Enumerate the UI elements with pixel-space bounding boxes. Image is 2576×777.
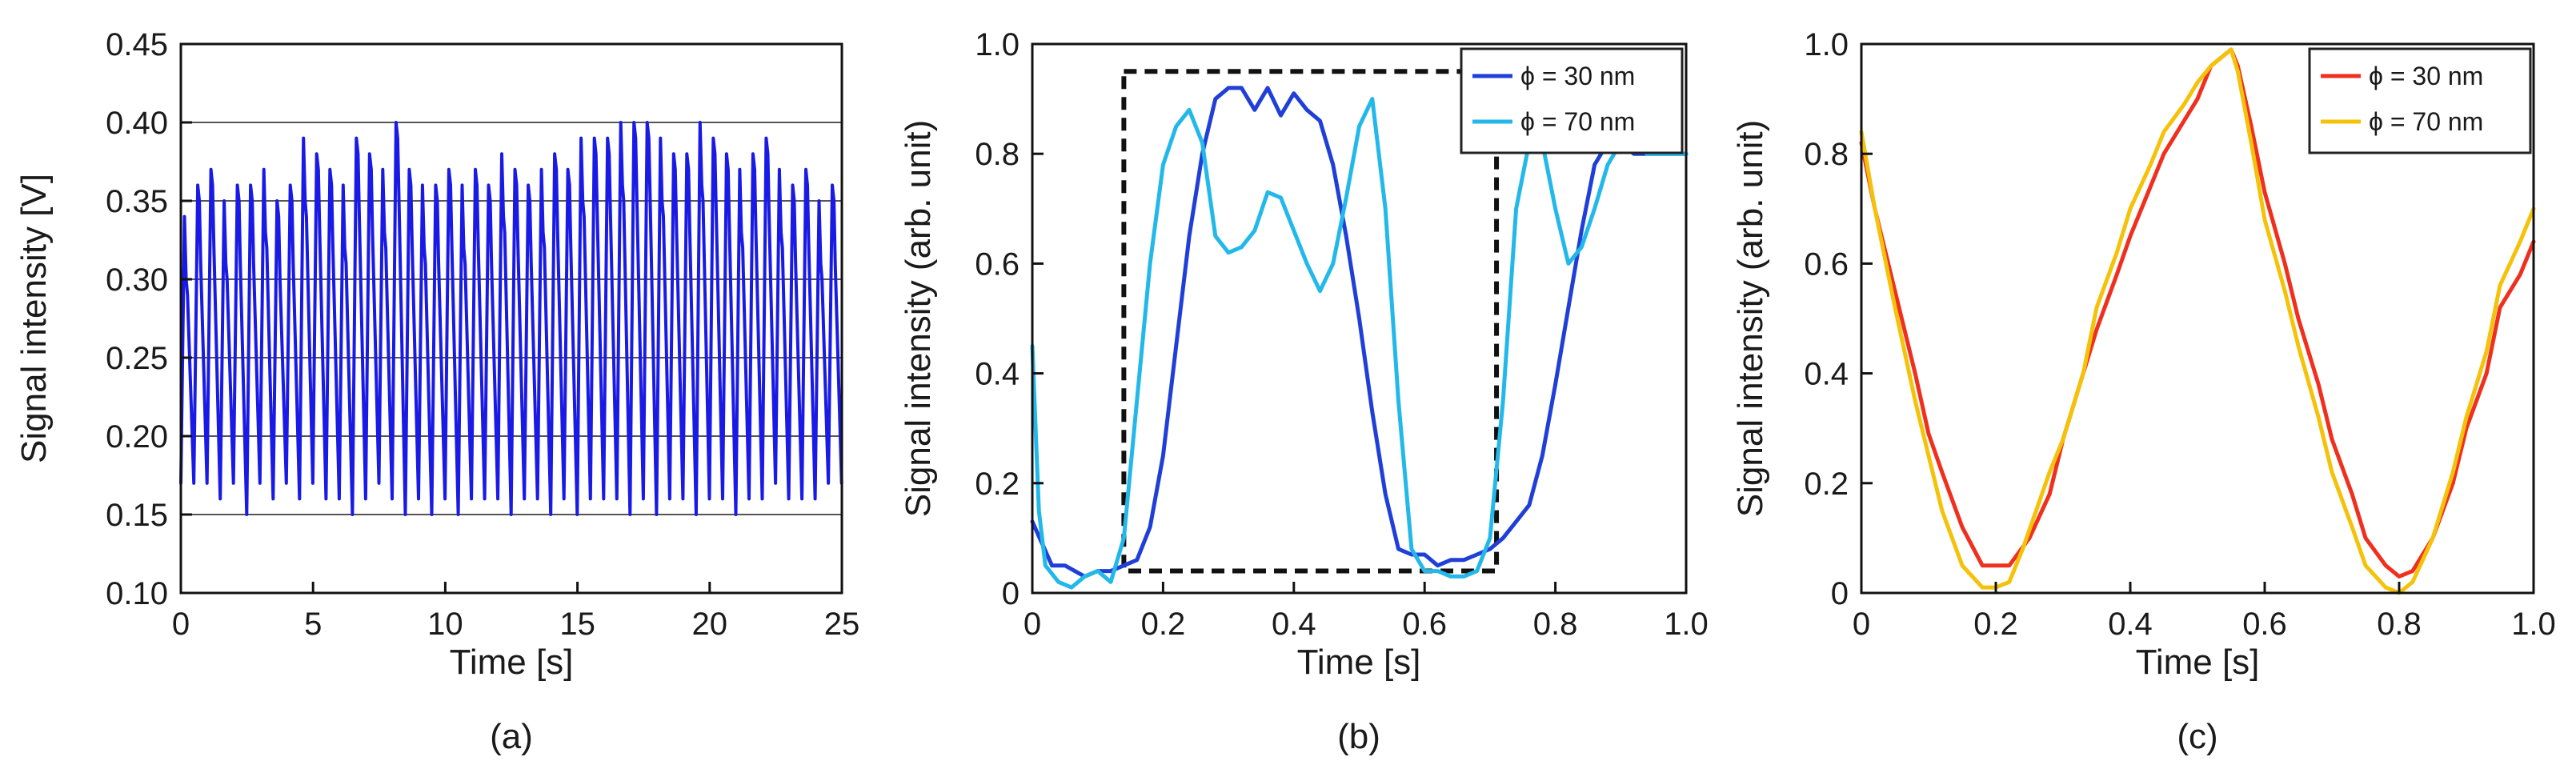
panel-b-y-axis-title: Signal intensity (arb. unit) <box>899 120 938 517</box>
panel-a-y-tick-label: 0.20 <box>106 419 168 455</box>
panel-a-x-tick-label: 10 <box>427 607 463 642</box>
panel-c-legend-label-1: ϕ = 70 nm <box>2369 107 2483 136</box>
panel-c-y-tick-label: 0.2 <box>1804 467 1849 502</box>
panel-c-y-tick-label: 1.0 <box>1804 27 1849 62</box>
panel-a-y-tick-label: 0.10 <box>106 576 168 611</box>
panel-c-x-tick-label: 0.8 <box>2377 607 2422 642</box>
panel-a-x-axis-title: Time [s] <box>450 643 574 682</box>
panel-b-label: (b) <box>1337 717 1380 756</box>
panel-b-legend-label-1: ϕ = 70 nm <box>1520 107 1635 136</box>
panel-b-y-tick-label: 0.8 <box>975 137 1020 172</box>
panel-a-y-axis-title: Signal intensity [V] <box>14 174 54 463</box>
panel-c-x-tick-label: 0.2 <box>1973 607 2018 642</box>
panel-b-y-tick-label: 1.0 <box>975 27 1020 62</box>
panel-c-y-ticks: 0 0.2 0.4 0.6 0.8 1.0 <box>1804 27 1873 611</box>
panel-c-plot-frame <box>1860 42 2535 595</box>
panel-b-x-tick-label: 0.8 <box>1533 607 1578 642</box>
panel-a-y-tick-label: 0.45 <box>106 27 168 62</box>
panel-b-series-line-0 <box>1030 86 1689 579</box>
panel-a-y-tick-label: 0.25 <box>106 341 168 376</box>
panel-b-x-tick-label: 0.2 <box>1141 607 1186 642</box>
panel-a-x-ticks: 0 5 10 15 20 25 <box>172 582 859 642</box>
panel-b-legend: ϕ = 30 nm ϕ = 70 nm <box>1460 47 1684 154</box>
panel-c-y-tick-label: 0.4 <box>1804 357 1849 392</box>
panel-b-y-tick-label: 0.2 <box>975 467 1020 502</box>
panel-a-x-tick-label: 5 <box>304 607 322 642</box>
panel-b-x-axis-title: Time [s] <box>1297 643 1421 682</box>
panel-c-label: (c) <box>2177 717 2217 756</box>
panel-c-x-tick-label: 0.6 <box>2242 607 2287 642</box>
panel-c-y-tick-label: 0.8 <box>1804 137 1849 172</box>
panel-a-x-tick-label: 15 <box>559 607 595 642</box>
panel-c-x-tick-label: 0.4 <box>2108 607 2153 642</box>
panel-a-y-ticks: 0.10 0.15 0.20 0.25 0.30 0.35 0.40 0.45 <box>106 27 192 611</box>
panel-a-plot-frame <box>179 42 843 595</box>
panel-a-y-tick-label: 0.15 <box>106 498 168 533</box>
panel-c-y-tick-label: 0.6 <box>1804 246 1849 282</box>
panel-a-x-tick-label: 0 <box>172 607 190 642</box>
panel-b: 0 0.2 0.4 0.6 0.8 1.0 0 0.2 0.4 0.6 0.8 1.0 ϕ = 30… <box>899 27 1709 756</box>
panel-c-y-tick-label: 0 <box>1831 576 1849 611</box>
panel-a-x-tick-label: 25 <box>824 607 860 642</box>
panel-a-y-tick-label: 0.35 <box>106 184 168 219</box>
panel-c-legend: ϕ = 30 nm ϕ = 70 nm <box>2308 47 2532 154</box>
panel-b-legend-label-0: ϕ = 30 nm <box>1520 62 1635 90</box>
panel-b-y-ticks: 0 0.2 0.4 0.6 0.8 1.0 <box>975 27 1044 611</box>
panel-b-legend-box <box>1460 47 1684 154</box>
panel-a-x-tick-label: 20 <box>692 607 728 642</box>
panel-c-x-tick-label: 1.0 <box>2511 607 2556 642</box>
panel-c-x-axis-title: Time [s] <box>2136 643 2260 682</box>
panel-b-x-tick-label: 0.4 <box>1272 607 1316 642</box>
panel-c-legend-box <box>2308 47 2532 154</box>
panel-c-x-tick-label: 0 <box>1853 607 1870 642</box>
panel-c-y-axis-title: Signal intensity (arb. unit) <box>1731 120 1770 517</box>
panel-a-label: (a) <box>490 717 533 756</box>
panel-b-x-tick-label: 0 <box>1024 607 1041 642</box>
panel-b-x-tick-label: 1.0 <box>1664 607 1709 642</box>
panel-b-series-line-1 <box>1030 97 1689 590</box>
panel-a: 0 5 10 15 20 25 0.100.150.200.250.300.350.400… <box>14 27 859 756</box>
panel-b-series <box>1030 86 1689 590</box>
panel-c-x-ticks: 0 0.2 0.4 0.6 0.8 1.0 <box>1853 582 2556 642</box>
panel-a-series <box>179 121 843 516</box>
panel-b-y-tick-label: 0.4 <box>975 357 1020 392</box>
panel-b-y-tick-label: 0 <box>1002 576 1020 611</box>
panel-c: 0 0.2 0.4 0.6 0.8 1.0 0 0.2 0.4 0.6 0.8 1.0 ϕ = 30… <box>1731 27 2556 756</box>
panel-c-legend-label-0: ϕ = 30 nm <box>2369 62 2483 90</box>
panel-b-plot-frame <box>1031 42 1688 595</box>
panel-a-y-tick-label: 0.40 <box>106 106 168 141</box>
panel-a-series-line-0 <box>179 121 843 516</box>
panel-a-y-tick-label: 0.30 <box>106 262 168 298</box>
panel-c-series <box>1859 47 2536 595</box>
panel-b-x-tick-label: 0.6 <box>1402 607 1447 642</box>
panel-b-y-tick-label: 0.6 <box>975 246 1020 282</box>
panel-c-series-line-1 <box>1859 47 2536 595</box>
panel-b-x-ticks: 0 0.2 0.4 0.6 0.8 1.0 <box>1024 582 1709 642</box>
